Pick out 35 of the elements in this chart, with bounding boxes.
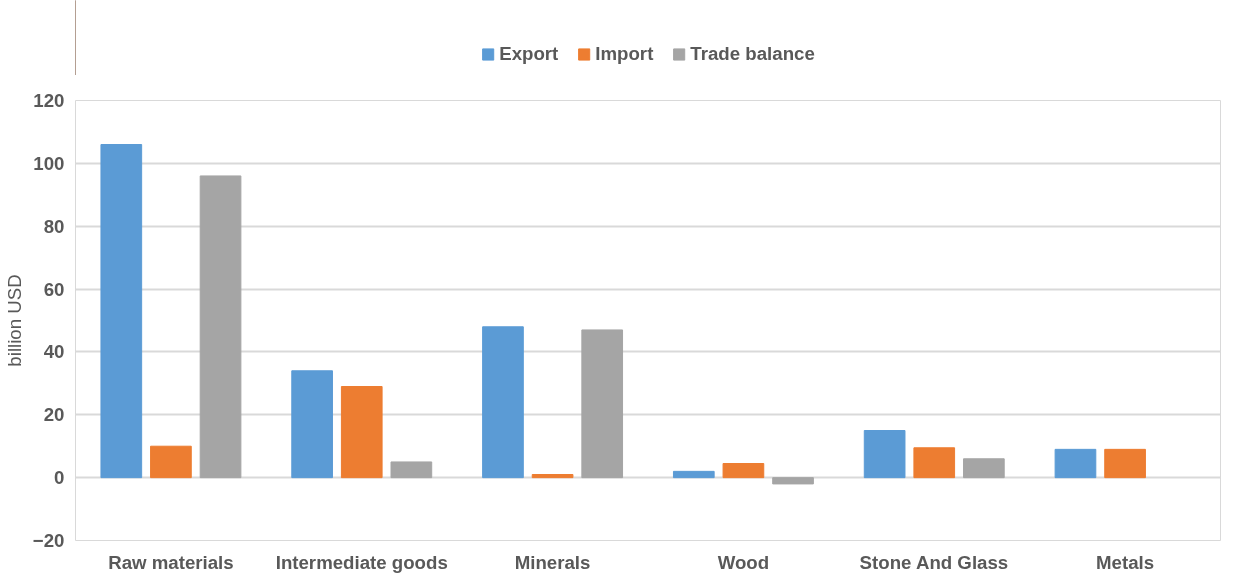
legend-label: Export	[499, 43, 559, 65]
x-tick-label: Raw materials	[108, 551, 234, 573]
y-tick-label: 40	[43, 341, 65, 363]
y-tick-label: 100	[33, 152, 65, 174]
bar	[482, 326, 524, 479]
x-tick-label: Minerals	[514, 551, 591, 573]
y-tick-label: −20	[32, 530, 65, 551]
bar	[913, 447, 956, 479]
y-tick-label: 60	[43, 278, 65, 300]
x-tick-label: Intermediate goods	[275, 551, 448, 573]
x-tick-label: Metals	[1096, 551, 1155, 573]
y-tick-label: 80	[43, 215, 65, 237]
bar	[291, 370, 333, 479]
bar	[1104, 448, 1146, 479]
y-axis-title: billion USD	[3, 274, 25, 367]
bar	[722, 463, 765, 479]
bar	[1054, 448, 1097, 479]
legend-label: Import	[595, 43, 654, 65]
bar	[199, 175, 242, 479]
bar	[150, 445, 192, 479]
y-tick-label: 120	[33, 90, 65, 111]
bar	[772, 477, 814, 485]
bar	[672, 470, 715, 479]
bar	[390, 461, 433, 479]
x-tick-label: Stone And Glass	[859, 551, 1009, 573]
x-tick-label: Wood	[717, 551, 770, 573]
bar	[100, 144, 143, 479]
y-tick-label: 20	[43, 404, 65, 426]
y-tick-label: 0	[54, 467, 65, 489]
bar	[531, 474, 574, 479]
bar	[581, 329, 624, 479]
bar	[863, 430, 906, 479]
bar	[340, 386, 383, 479]
legend-label: Trade balance	[690, 43, 815, 65]
bar	[963, 458, 1005, 479]
